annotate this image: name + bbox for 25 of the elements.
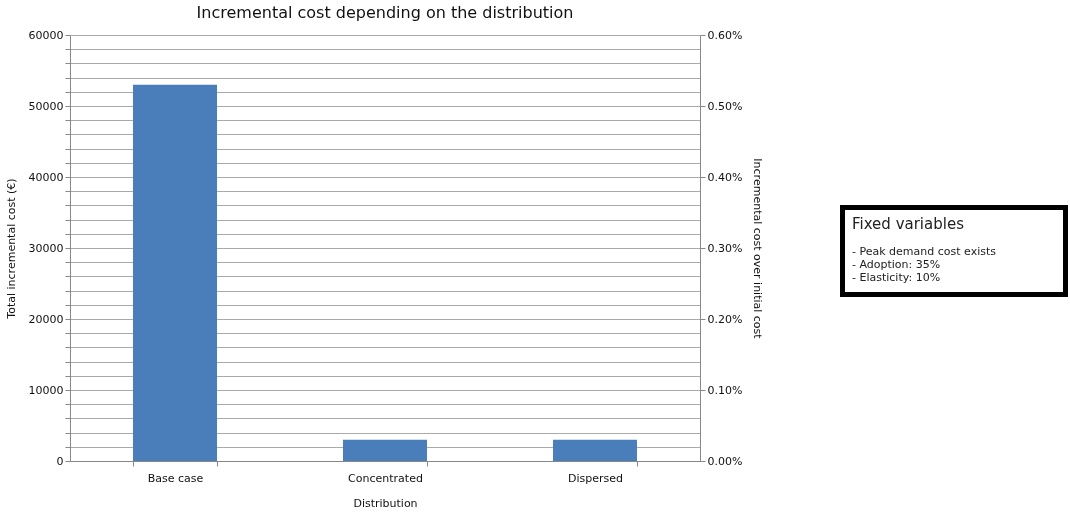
y-tick-label: 60000 bbox=[28, 28, 64, 42]
y2-tick-label: 0.30% bbox=[707, 241, 743, 255]
text: Fixed variables bbox=[852, 215, 965, 233]
y-tick-label: 20000 bbox=[28, 312, 64, 326]
x-tick-label: Base case bbox=[147, 471, 204, 485]
y2-tick-label: 0.20% bbox=[707, 312, 743, 326]
y-tick-label: 30000 bbox=[28, 241, 64, 255]
text: - Peak demand cost exists bbox=[852, 245, 997, 258]
x-axis-title: Distribution bbox=[353, 496, 418, 510]
y2-tick-label: 0.50% bbox=[707, 99, 743, 113]
y-tick-label: 10000 bbox=[28, 383, 64, 397]
y-axis-title: Total incremental cost (€) bbox=[4, 178, 18, 320]
y-tick-label: 0 bbox=[56, 454, 64, 468]
text: - Elasticity: 10% bbox=[852, 271, 942, 284]
y2-tick-label: 0.00% bbox=[707, 454, 743, 468]
y2-tick-label: 0.60% bbox=[707, 28, 743, 42]
y2-tick-label: 0.40% bbox=[707, 170, 743, 184]
y-tick-label: 50000 bbox=[28, 99, 64, 113]
y2-axis-title: Incremental cost over initial cost bbox=[751, 158, 765, 340]
y2-tick-label: 0.10% bbox=[707, 383, 743, 397]
text: - Adoption: 35% bbox=[852, 258, 942, 271]
y-tick-label: 40000 bbox=[28, 170, 64, 184]
x-tick-label: Concentrated bbox=[348, 471, 423, 485]
x-tick-label: Dispersed bbox=[567, 471, 624, 485]
chart-title: Incremental cost depending on the distribution bbox=[196, 3, 574, 22]
